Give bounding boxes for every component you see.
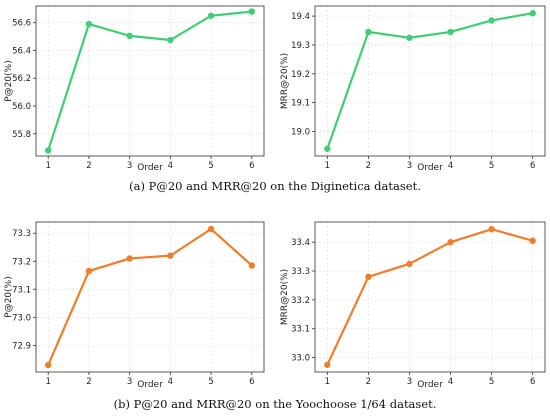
y-tick-label: 73.0 [12,313,31,323]
x-tick-label: 3 [127,377,132,387]
data-point [529,237,536,244]
x-tick-label: 1 [325,377,330,387]
x-tick-label: 4 [448,161,453,171]
series-line [47,10,253,152]
data-point [126,32,133,40]
data-point [207,225,215,233]
y-tick-label: 33.0 [291,354,310,364]
data-point [488,17,495,24]
y-tick-label: 19.3 [291,41,310,51]
data-point [45,147,52,154]
y-tick-label: 73.2 [12,257,31,267]
x-tick-label: 5 [489,161,494,171]
y-axis-label: MRR@20(%) [280,53,290,109]
y-tick-label: 19.1 [291,99,310,109]
x-tick-label: 4 [168,161,173,171]
data-point [207,12,215,19]
data-point [248,262,255,269]
y-tick-label: 56.6 [12,19,31,29]
x-axis-label: Order [417,163,443,173]
x-tick-label: 2 [366,377,371,387]
series-line [326,12,534,150]
y-tick-label: 56.2 [12,74,31,84]
y-tick-label: 73.3 [12,229,31,239]
data-point [406,34,413,41]
y-tick-label: 73.1 [12,285,31,295]
x-tick-label: 4 [168,377,173,387]
y-tick-label: 33.2 [291,296,310,306]
x-tick-label: 1 [46,377,51,387]
data-point [167,36,174,44]
y-tick-label: 33.1 [291,325,310,335]
data-point [365,28,372,36]
x-axis-label: Order [137,380,163,390]
y-axis-label: P@20(%) [4,276,14,317]
x-axis-label: Order [417,380,443,390]
chart-yoochoose-mrr20: 1 2 3 4 5 6 33.0 33.1 33.2 33.3 33.4 Order MRR@20(%) [280,221,546,390]
x-tick-label: 5 [208,377,213,387]
chart-diginetica-mrr20: 1 2 3 4 5 6 19.0 19.1 19.2 19.3 19.4 Order MRR@20(%) [280,5,546,173]
plot-frame [35,221,265,373]
x-tick-label: 6 [530,377,535,387]
series-line [47,227,253,367]
data-point [406,260,413,268]
data-point [365,273,372,281]
y-tick-label: 19.4 [291,12,310,22]
x-tick-label: 5 [208,161,213,171]
x-tick-label: 5 [489,377,494,387]
chart-diginetica-p20: 1 2 3 4 5 6 55.8 56.0 56.2 56.4 56.6 Order P@20(%) [4,5,265,173]
x-tick-label: 2 [86,161,91,171]
y-tick-label: 55.8 [12,130,31,140]
plot-frame [314,221,546,373]
y-tick-label: 19.2 [291,70,310,80]
x-tick-label: 3 [127,161,132,171]
data-point [45,361,52,369]
y-axis-label: P@20(%) [4,60,14,101]
data-point [324,145,331,152]
x-tick-label: 6 [249,377,254,387]
y-tick-label: 33.4 [291,238,310,248]
y-tick-label: 56.4 [12,46,31,56]
chart-yoochoose-p20: 1 2 3 4 5 6 72.9 73.0 73.1 73.2 73.3 Order P@20(%) [4,221,265,390]
x-tick-label: 1 [325,161,330,171]
data-point [248,8,255,15]
plot-frame [314,5,546,157]
x-tick-label: 3 [407,377,412,387]
series-line [326,228,534,366]
caption-a: (a) P@20 and MRR@20 on the Diginetica da… [129,179,421,193]
x-tick-label: 4 [448,377,453,387]
data-point [447,28,454,36]
y-tick-label: 33.3 [291,267,310,277]
caption-b: (b) P@20 and MRR@20 on the Yoochoose 1/6… [114,397,437,411]
x-tick-label: 6 [530,161,535,171]
data-point [126,255,133,262]
plot-frame [35,5,265,157]
data-point [324,361,331,368]
x-tick-label: 3 [407,161,412,171]
y-tick-label: 56.0 [12,102,31,112]
data-point [85,20,93,28]
y-axis-label: MRR@20(%) [280,269,290,325]
x-tick-label: 6 [249,161,254,171]
y-tick-label: 72.9 [12,341,31,351]
x-tick-label: 2 [86,377,91,387]
data-point [488,226,495,233]
x-tick-label: 2 [366,161,371,171]
data-point [85,267,93,275]
x-tick-label: 1 [46,161,51,171]
data-point [167,252,174,259]
y-tick-label: 19.0 [291,127,310,137]
data-point [447,238,454,246]
x-axis-label: Order [137,163,163,173]
data-point [529,10,536,17]
